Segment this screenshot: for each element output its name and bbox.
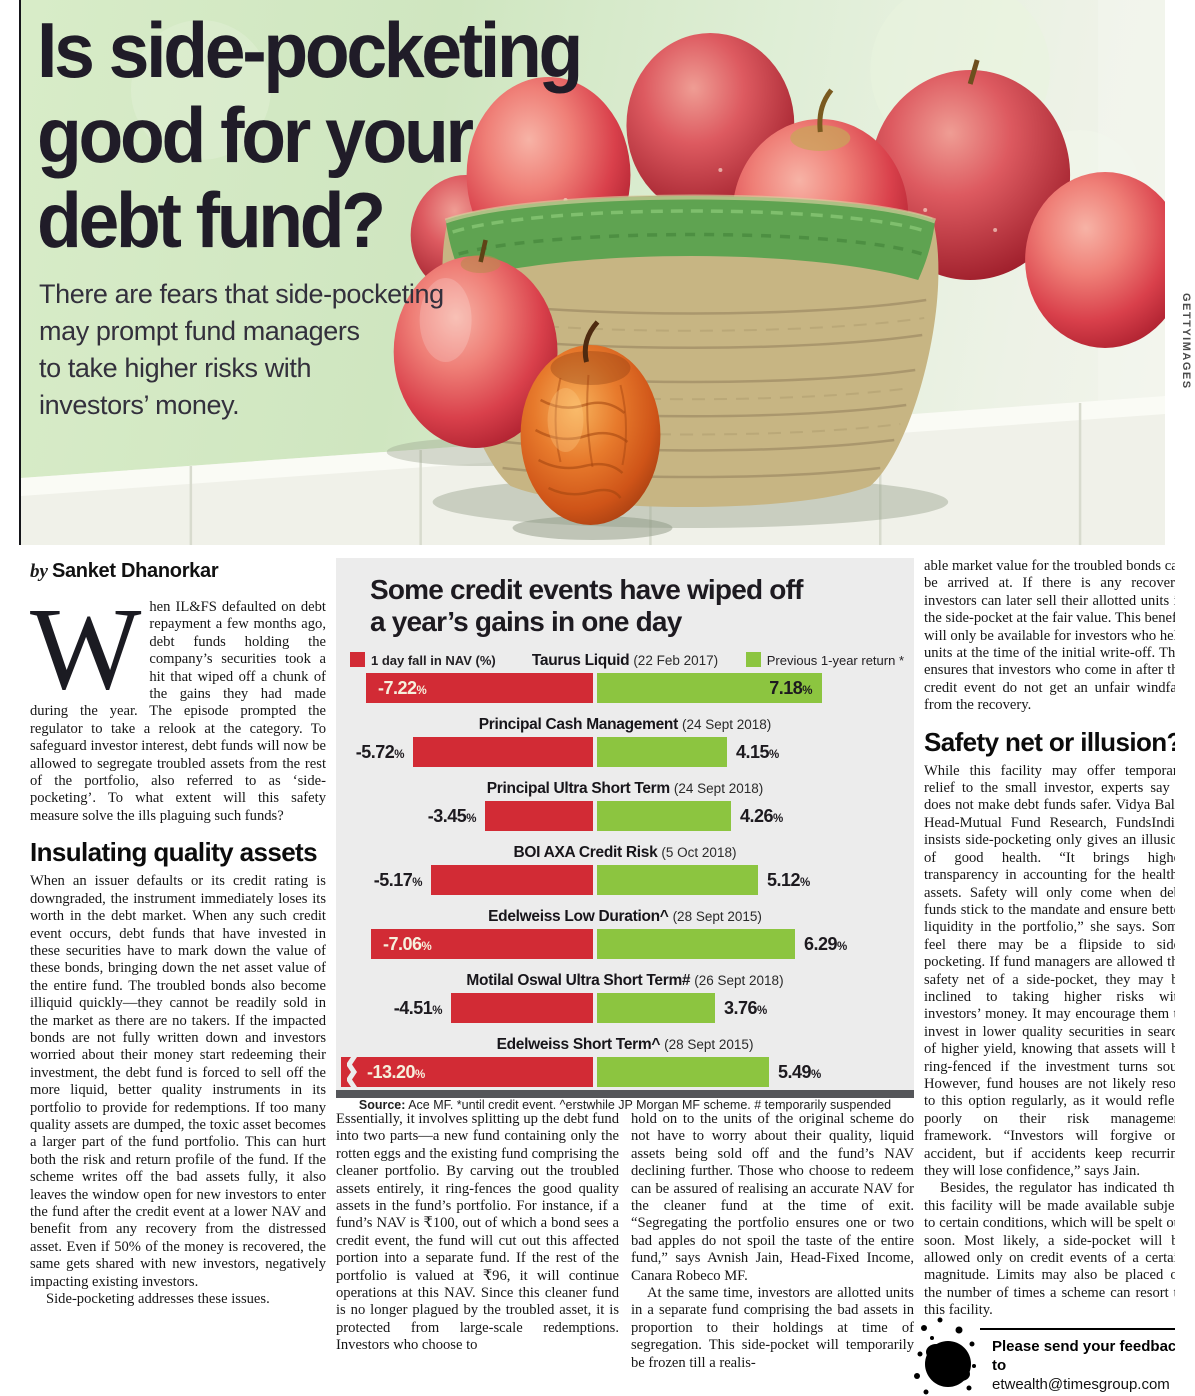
return-bar <box>597 929 795 959</box>
paragraph: hold on to the units of the original sch… <box>631 1111 914 1284</box>
chart-row-label: BOI AXA Credit Risk (5 Oct 2018) <box>363 842 887 863</box>
chart-bar-row: -5.72% 4.15% <box>336 737 914 767</box>
byline: by Sanket Dhanorkar <box>30 560 326 583</box>
return-value: 5.49% <box>778 1062 821 1082</box>
legend-return: Previous 1-year return * <box>745 651 904 670</box>
fund-name: Edelweiss Low Duration^ <box>488 908 673 925</box>
fall-value: -4.51% <box>393 998 443 1018</box>
paragraph: While this facility may offer temporary … <box>924 762 1175 1179</box>
return-bar <box>597 993 715 1023</box>
rotten-apple <box>520 320 661 525</box>
fall-bar <box>451 993 593 1023</box>
fall-bar <box>485 801 593 831</box>
fall-value: -7.06% <box>383 934 432 954</box>
return-value: 5.12% <box>767 870 810 890</box>
legend-swatch-icon <box>745 652 761 667</box>
chart-row-label: Motilal Oswal Ultra Short Term# (26 Sept… <box>363 970 887 991</box>
return-value: 4.15% <box>736 742 779 762</box>
fall-value: -5.72% <box>355 742 405 762</box>
return-bar <box>597 737 727 767</box>
return-value: 4.26% <box>740 806 783 826</box>
fund-name: Edelweiss Short Term^ <box>496 1036 665 1053</box>
chart-row-label: Principal Ultra Short Term (24 Sept 2018… <box>363 778 887 799</box>
fall-bar <box>341 1057 593 1087</box>
fall-bar <box>366 673 593 703</box>
return-bar <box>597 673 822 703</box>
paragraph: Essentially, it involves splitting up th… <box>336 1111 619 1354</box>
column-middle: Some credit events have wiped off a year… <box>336 558 914 1396</box>
chart-bar-row: -7.22% 7.18% <box>336 673 914 703</box>
chart-bar-row: -7.06% 6.29% <box>336 929 914 959</box>
chart-row-label: Edelweiss Low Duration^ (28 Sept 2015) <box>363 906 887 927</box>
return-bar <box>597 1057 769 1087</box>
byline-author: Sanket Dhanorkar <box>51 560 219 582</box>
paragraph: able market value for the troubled bonds… <box>924 558 1175 714</box>
chart-source: Source: Ace MF. *until credit event. ^er… <box>358 1098 892 1112</box>
feedback-email[interactable]: etwealth@timesgroup.com <box>992 1376 1170 1393</box>
chart-bar-row: -5.17% 5.12% <box>336 865 914 895</box>
paragraph: Side-pocketing addresses these issues. <box>46 1291 270 1308</box>
return-bar <box>597 801 731 831</box>
paragraph: Besides, the regulator has indicated tha… <box>924 1180 1175 1319</box>
fund-name: Principal Cash Management <box>478 716 682 733</box>
article-subtitle: There are fears that side-pocketing may … <box>39 279 444 420</box>
credit-events-chart: Some credit events have wiped off a year… <box>336 558 914 1112</box>
legend-swatch-icon <box>350 652 365 667</box>
return-value: 7.18% <box>769 678 812 698</box>
chart-row-label: 1 day fall in NAV (%) Taurus Liquid (22 F… <box>350 650 904 671</box>
return-value: 3.76% <box>724 998 767 1018</box>
hero-section: Is side-pocketing good for your debt fun… <box>19 0 1165 545</box>
paragraph: When an issuer defaults or its credit ra… <box>30 873 326 1290</box>
fresh-apple <box>393 239 558 448</box>
byline-prefix: by <box>30 561 48 582</box>
feedback-box: Please send your feedback to etwealth@ti… <box>914 1317 1175 1396</box>
feedback-line1: Please send your feedback to <box>992 1338 1175 1374</box>
fall-value: -3.45% <box>427 806 477 826</box>
article-title: Is side-pocketing good for your debt fun… <box>37 6 583 264</box>
fund-date: (24 Sept 2018) <box>681 717 772 732</box>
fund-name: Motilal Oswal Ultra Short Term# <box>466 972 695 989</box>
chart-row-label: Principal Cash Management (24 Sept 2018) <box>363 714 887 735</box>
chart-row-label: Edelweiss Short Term^ (28 Sept 2015) <box>363 1034 887 1055</box>
fall-value: -13.20% <box>367 1062 425 1082</box>
axis-break-icon <box>347 1057 357 1087</box>
section-heading-safety: Safety net or illusion? <box>924 726 1175 757</box>
apples-basket-photo <box>21 0 1165 545</box>
fall-bar <box>413 737 593 767</box>
paragraph: At the same time, investors are allotted… <box>631 1285 914 1371</box>
legend-fall: 1 day fall in NAV (%) <box>350 651 496 670</box>
fund-name: BOI AXA Credit Risk <box>513 844 662 861</box>
fall-bar <box>431 865 593 895</box>
fund-date: (26 Sept 2018) <box>694 973 784 988</box>
return-value: 6.29% <box>804 934 847 954</box>
section-heading-insulating: Insulating quality assets <box>30 837 318 868</box>
fund-date: (5 Oct 2018) <box>661 845 737 860</box>
fall-value: -5.17% <box>373 870 423 890</box>
chart-bar-row: -4.51% 3.76% <box>336 993 914 1023</box>
fund-date: (22 Feb 2017) <box>633 653 719 668</box>
column-right: able market value for the troubled bonds… <box>914 558 1175 1396</box>
fall-value: -7.22% <box>378 678 427 698</box>
chart-rows: 1 day fall in NAV (%) Taurus Liquid (22 F… <box>336 650 914 1087</box>
fund-date: (24 Sept 2018) <box>673 781 764 796</box>
middle-text-columns: Essentially, it involves splitting up th… <box>336 1111 914 1372</box>
chart-bar-row: -13.20% 5.49% <box>336 1057 914 1087</box>
fund-date: (28 Sept 2015) <box>672 909 762 924</box>
return-bar <box>597 865 758 895</box>
chart-bar-row: -3.45% 4.26% <box>336 801 914 831</box>
fall-bar <box>371 929 593 959</box>
drop-cap: W <box>30 583 142 714</box>
fund-date: (28 Sept 2015) <box>664 1037 754 1052</box>
ink-splat-icon <box>914 1317 976 1395</box>
fund-name: Principal Ultra Short Term <box>486 780 674 797</box>
chart-title: Some credit events have wiped off a year… <box>370 574 803 637</box>
photo-credit: GETTYIMAGES <box>1180 293 1192 390</box>
fund-name: Taurus Liquid <box>531 652 634 669</box>
